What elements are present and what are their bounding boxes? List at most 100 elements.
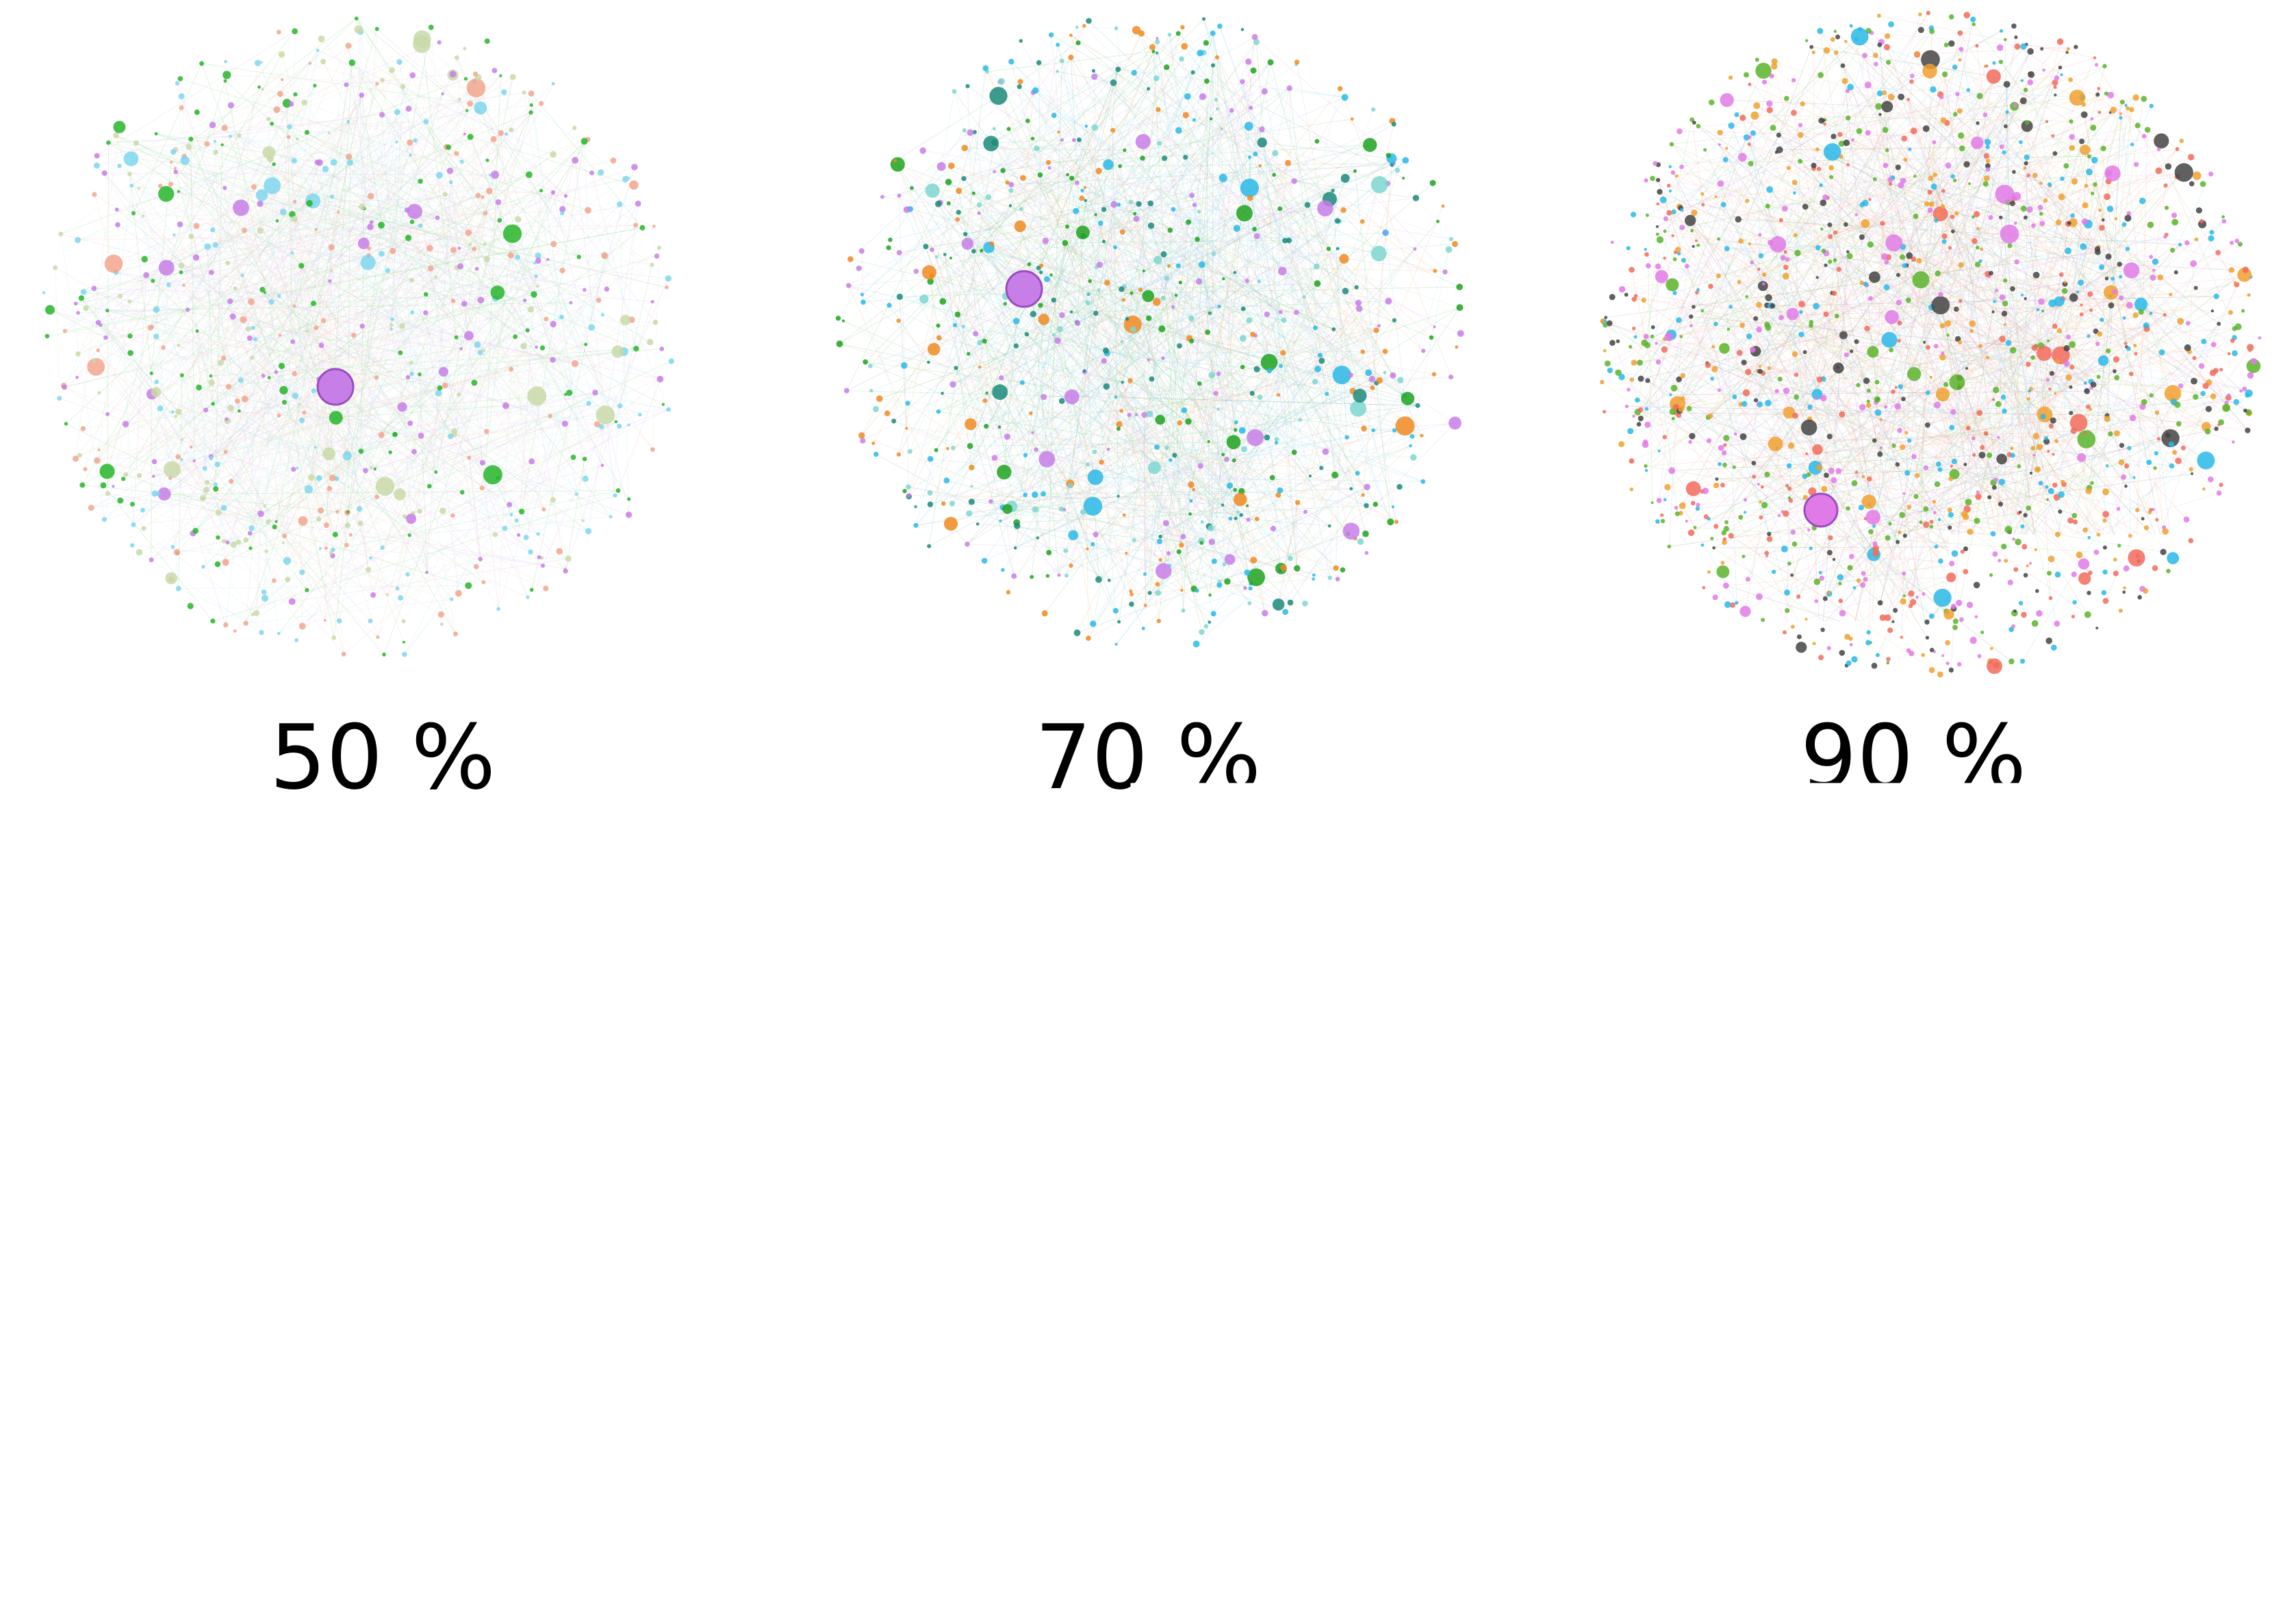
network-node <box>408 533 411 537</box>
network-node <box>379 112 385 118</box>
network-node <box>256 189 268 201</box>
network-node <box>1761 502 1768 508</box>
network-node <box>1937 672 1943 678</box>
network-node <box>1819 576 1824 581</box>
network-node <box>510 74 516 80</box>
heatmap-panel-70: Similarity Overlapnc75nc75nc75nc75G_HB_0… <box>765 870 1531 1602</box>
network-node <box>1115 643 1118 646</box>
network-node <box>1721 561 1725 565</box>
network-node <box>2004 125 2008 129</box>
network-node <box>1755 58 1759 62</box>
col-label: G_HC_nc <box>1093 1435 1117 1531</box>
network-node <box>1203 40 1209 46</box>
network-node <box>1294 565 1300 571</box>
network-node <box>1153 298 1161 306</box>
network-node <box>1750 112 1759 120</box>
network-node <box>2048 388 2051 390</box>
network-node <box>2141 96 2147 102</box>
network-node <box>2099 264 2104 270</box>
network-node <box>1223 563 1227 567</box>
heatmap-cell <box>1744 1362 1801 1424</box>
network-node <box>2180 139 2184 143</box>
network-node <box>319 342 324 348</box>
row-label: nc <box>872 1197 897 1221</box>
network-node <box>1681 258 1686 263</box>
network-node <box>168 182 173 187</box>
colorbar-step <box>2153 1097 2189 1114</box>
network-node <box>1913 214 1919 219</box>
network-node <box>1234 493 1247 507</box>
network-node <box>218 359 224 366</box>
network-node <box>906 484 911 490</box>
network-node <box>322 166 329 172</box>
heatmap-cell <box>1744 1239 1801 1301</box>
network-node <box>1666 210 1672 216</box>
network-node <box>2054 620 2060 627</box>
heatmap-cell <box>1857 1362 1913 1424</box>
network-node <box>2094 550 2100 555</box>
network-node <box>1798 123 1802 127</box>
network-node <box>409 73 416 79</box>
network-node <box>369 557 372 560</box>
network-node <box>1794 372 1799 377</box>
network-node <box>1119 409 1123 413</box>
network-node <box>267 156 274 163</box>
network-node <box>2037 346 2052 361</box>
network-node <box>1097 262 1103 268</box>
network-node <box>1371 108 1375 112</box>
row-label: G_HC_nc <box>1581 1197 1677 1221</box>
network-node <box>2072 600 2076 604</box>
network-node <box>316 160 323 166</box>
network-node <box>2133 344 2136 347</box>
network-node <box>367 224 374 231</box>
heatmap-cell <box>1688 1055 1745 1117</box>
network-node <box>1993 387 1999 393</box>
network-node <box>1331 472 1338 479</box>
network-node <box>379 251 385 257</box>
network-node <box>1967 88 1970 92</box>
network-node <box>1762 273 1766 277</box>
network-node <box>1114 396 1117 399</box>
heatmap-cell <box>428 1175 485 1237</box>
network-node <box>1976 227 1980 230</box>
network-node <box>171 545 175 549</box>
network-node <box>1158 325 1165 332</box>
network-node <box>584 343 587 346</box>
network-node <box>1794 250 1800 256</box>
network-node <box>515 216 521 223</box>
network-node <box>179 93 185 99</box>
network-node <box>919 294 928 303</box>
network-node <box>1847 565 1852 570</box>
network-node <box>1236 205 1253 222</box>
network-node <box>344 543 348 547</box>
network-node <box>665 275 672 281</box>
network-node <box>1232 458 1236 462</box>
network-node <box>1847 253 1853 260</box>
network-node <box>1992 399 1995 401</box>
network-node <box>2232 440 2235 444</box>
network-node <box>243 538 248 543</box>
network-node <box>2078 572 2091 585</box>
row-label: 75 <box>873 1258 897 1282</box>
network-node <box>1873 177 1877 181</box>
network-node <box>426 571 429 574</box>
network-node <box>1963 12 1970 18</box>
heatmap-cell <box>1076 1239 1133 1301</box>
network-node <box>1446 246 1453 253</box>
network-node <box>571 455 576 460</box>
network-node <box>458 247 461 250</box>
network-node <box>2061 480 2065 484</box>
network-node <box>94 457 101 464</box>
network-node <box>1099 459 1104 464</box>
network-node <box>1629 345 1632 349</box>
heatmap-70: Similarity Overlapnc75nc75nc75nc75G_HB_0… <box>765 870 1531 1602</box>
network-node <box>1937 213 1940 216</box>
network-node <box>949 501 955 506</box>
network-node <box>659 346 664 351</box>
network-node <box>2042 68 2045 72</box>
network-node <box>2095 92 2100 97</box>
network-node <box>413 36 431 53</box>
network-node <box>954 366 958 370</box>
network-node <box>1279 310 1283 314</box>
network-node <box>140 508 145 513</box>
